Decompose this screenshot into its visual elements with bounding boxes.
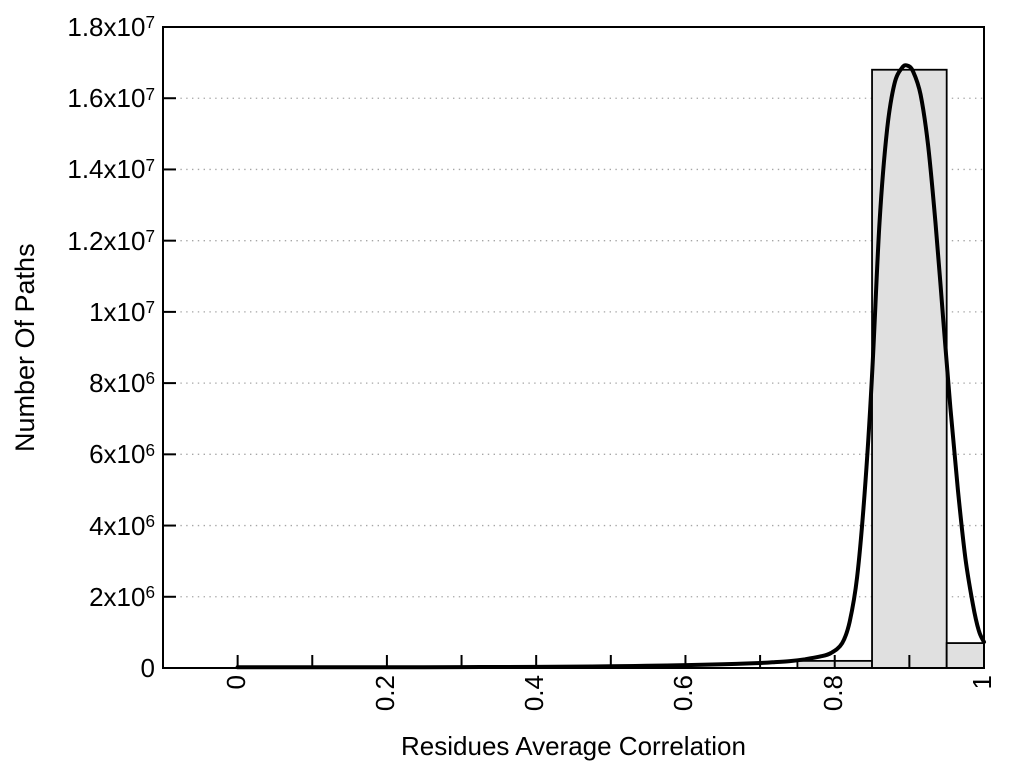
y-tick-label: 1.4x107 (67, 154, 155, 185)
x-tick-label: 0 (220, 675, 251, 690)
y-tick-label: 1.2x107 (67, 225, 155, 256)
y-tick-label: 1x107 (89, 296, 155, 327)
y-tick-label: 1.8x107 (67, 12, 155, 42)
y-tick-label: 4x106 (89, 510, 155, 541)
y-tick-label: 6x106 (89, 439, 155, 470)
y-tick-label: 1.6x107 (67, 83, 155, 114)
y-tick-label: 0 (140, 653, 155, 683)
x-tick-label: 1 (967, 675, 997, 690)
plot-frame (162, 26, 985, 669)
x-axis-title: Residues Average Correlation (401, 731, 746, 761)
x-tick-label: 0.2 (369, 675, 400, 712)
histogram-bar (945, 642, 985, 669)
fit-curve (235, 63, 986, 670)
x-tick-label: 0.6 (668, 675, 699, 712)
y-axis-title: Number Of Paths (10, 243, 40, 452)
y-tick-label: 8x106 (89, 368, 155, 399)
x-tick-label: 0.8 (817, 675, 848, 712)
x-tick-label: 0.4 (519, 675, 550, 712)
y-tick-label: 2x106 (89, 581, 155, 612)
